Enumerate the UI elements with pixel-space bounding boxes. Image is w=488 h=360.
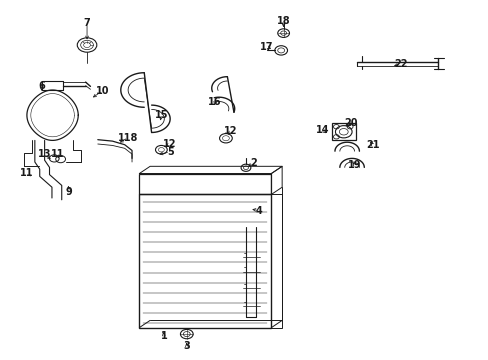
Bar bbox=[139, 174, 271, 194]
Text: 21: 21 bbox=[365, 140, 379, 150]
Bar bbox=[331, 123, 355, 140]
Bar bbox=[271, 194, 282, 328]
Text: 1: 1 bbox=[160, 330, 167, 341]
Text: 4: 4 bbox=[255, 206, 262, 216]
Text: 13: 13 bbox=[38, 149, 52, 159]
Text: 5: 5 bbox=[166, 147, 173, 157]
Text: 19: 19 bbox=[347, 160, 361, 170]
Text: 14: 14 bbox=[315, 125, 329, 135]
Bar bbox=[139, 194, 271, 328]
Text: 6: 6 bbox=[38, 81, 45, 91]
Text: 2: 2 bbox=[249, 158, 256, 168]
Text: 12: 12 bbox=[224, 126, 237, 136]
Text: 7: 7 bbox=[83, 18, 90, 28]
Text: 10: 10 bbox=[96, 86, 109, 96]
Text: 15: 15 bbox=[154, 110, 168, 120]
Text: 11: 11 bbox=[50, 149, 64, 159]
Text: 16: 16 bbox=[208, 96, 222, 107]
Text: 22: 22 bbox=[393, 59, 407, 69]
Text: 3: 3 bbox=[183, 341, 190, 351]
Text: 9: 9 bbox=[65, 186, 72, 197]
Text: 20: 20 bbox=[344, 118, 357, 128]
Text: 18: 18 bbox=[276, 16, 290, 26]
Text: 17: 17 bbox=[259, 42, 273, 52]
Text: 12: 12 bbox=[163, 139, 177, 149]
Text: 11: 11 bbox=[20, 168, 34, 178]
Text: 118: 118 bbox=[118, 132, 138, 143]
